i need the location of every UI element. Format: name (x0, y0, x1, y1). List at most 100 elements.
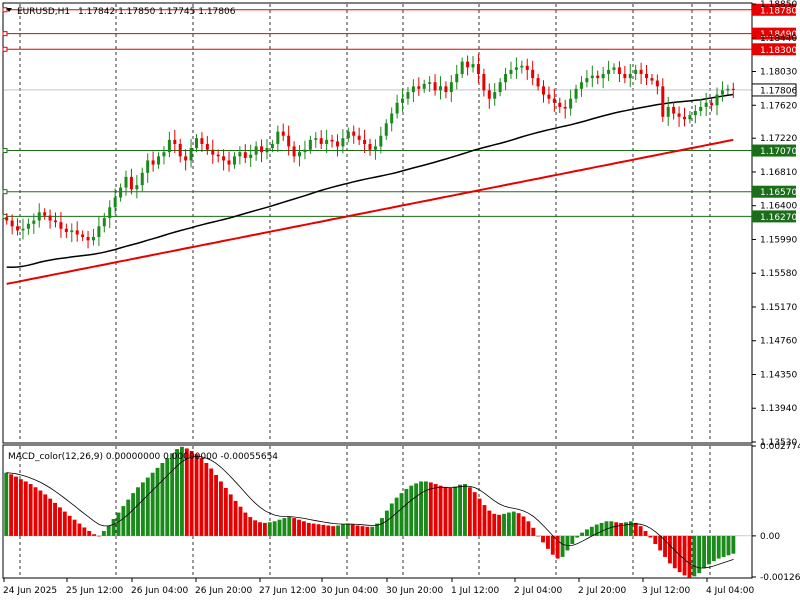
candle-body[interactable] (281, 131, 285, 136)
candle-body[interactable] (129, 176, 133, 190)
candle-body[interactable] (270, 143, 274, 149)
candle-body[interactable] (520, 65, 524, 68)
candle-body[interactable] (699, 106, 703, 112)
candle-body[interactable] (86, 236, 90, 241)
level-handle[interactable] (2, 46, 8, 52)
candle-body[interactable] (509, 69, 513, 74)
candle-body[interactable] (715, 94, 719, 106)
candle-body[interactable] (330, 139, 334, 142)
candle-body[interactable] (43, 212, 47, 216)
level-handle[interactable] (2, 7, 8, 13)
candle-body[interactable] (265, 148, 269, 153)
candle-body[interactable] (574, 88, 578, 99)
candle-body[interactable] (167, 139, 171, 153)
candle-body[interactable] (32, 220, 36, 224)
candle-body[interactable] (162, 152, 166, 157)
candle-body[interactable] (417, 86, 421, 89)
candle-body[interactable] (184, 156, 188, 161)
candle-body[interactable] (482, 73, 486, 91)
candle-body[interactable] (536, 78, 540, 87)
candle-body[interactable] (37, 212, 41, 221)
candle-body[interactable] (661, 86, 665, 117)
candle-body[interactable] (64, 228, 68, 233)
candle-body[interactable] (81, 234, 85, 237)
candle-body[interactable] (406, 92, 410, 99)
candle-body[interactable] (650, 78, 654, 81)
candle-body[interactable] (455, 73, 459, 83)
candle-body[interactable] (433, 82, 437, 91)
candle-body[interactable] (238, 152, 242, 157)
candle-body[interactable] (514, 67, 518, 70)
candle-body[interactable] (135, 185, 139, 190)
candle-body[interactable] (731, 88, 735, 90)
candle-body[interactable] (346, 131, 350, 139)
candle-body[interactable] (471, 64, 475, 68)
candle-body[interactable] (438, 86, 442, 91)
candle-body[interactable] (243, 152, 247, 158)
candle-body[interactable] (194, 138, 198, 149)
candle-body[interactable] (466, 61, 470, 68)
candle-body[interactable] (97, 226, 101, 237)
level-handle[interactable] (2, 31, 8, 37)
candle-body[interactable] (287, 135, 291, 147)
candle-body[interactable] (357, 135, 361, 140)
candle-body[interactable] (422, 83, 426, 89)
candle-body[interactable] (260, 146, 264, 153)
candle-body[interactable] (352, 131, 356, 136)
candle-body[interactable] (590, 75, 594, 79)
price-levels[interactable]: 1.18780 1.18490 1.18300 1.17070 1.16570 1.162… (2, 3, 797, 223)
candle-body[interactable] (48, 215, 52, 221)
candle-body[interactable] (726, 88, 730, 91)
candle-body[interactable] (335, 141, 339, 147)
candle-body[interactable] (677, 113, 681, 117)
candle-body[interactable] (585, 78, 589, 83)
candle-body[interactable] (607, 69, 611, 74)
candle-body[interactable] (476, 64, 480, 74)
candle-body[interactable] (617, 67, 621, 74)
candle-body[interactable] (54, 220, 58, 223)
candle-body[interactable] (487, 90, 491, 99)
candle-body[interactable] (704, 102, 708, 107)
candle-body[interactable] (498, 82, 502, 93)
candle-body[interactable] (178, 143, 182, 157)
candles[interactable] (5, 54, 735, 249)
candle-body[interactable] (558, 102, 562, 107)
candle-body[interactable] (319, 138, 323, 144)
candle-body[interactable] (672, 106, 676, 114)
candle-body[interactable] (655, 80, 659, 87)
candle-body[interactable] (460, 61, 464, 74)
candle-body[interactable] (108, 207, 112, 219)
candle-body[interactable] (449, 82, 453, 93)
candle-body[interactable] (547, 94, 551, 99)
candle-body[interactable] (693, 111, 697, 116)
candle-body[interactable] (395, 102, 399, 114)
candle-body[interactable] (682, 116, 686, 120)
candle-body[interactable] (189, 148, 193, 161)
candle-body[interactable] (124, 176, 128, 188)
candle-body[interactable] (200, 138, 204, 144)
candle-body[interactable] (325, 139, 329, 144)
candle-body[interactable] (146, 160, 150, 173)
candle-body[interactable] (232, 156, 236, 165)
candle-body[interactable] (5, 217, 9, 221)
candle-body[interactable] (596, 75, 600, 79)
candle-body[interactable] (341, 138, 345, 147)
candle-body[interactable] (639, 69, 643, 74)
candle-body[interactable] (634, 69, 638, 74)
candle-body[interactable] (119, 187, 123, 198)
candle-body[interactable] (628, 73, 632, 79)
candle-body[interactable] (411, 86, 415, 93)
candle-body[interactable] (579, 82, 583, 89)
candle-body[interactable] (623, 73, 627, 79)
candle-body[interactable] (688, 115, 692, 120)
candle-body[interactable] (222, 156, 226, 161)
candle-body[interactable] (292, 146, 296, 157)
level-handle[interactable] (2, 148, 8, 154)
candle-body[interactable] (504, 73, 508, 83)
symbol-dropdown-icon[interactable] (6, 8, 12, 12)
candle-body[interactable] (379, 135, 383, 147)
candle-body[interactable] (601, 73, 605, 79)
candle-body[interactable] (569, 98, 573, 109)
candle-body[interactable] (314, 138, 318, 140)
